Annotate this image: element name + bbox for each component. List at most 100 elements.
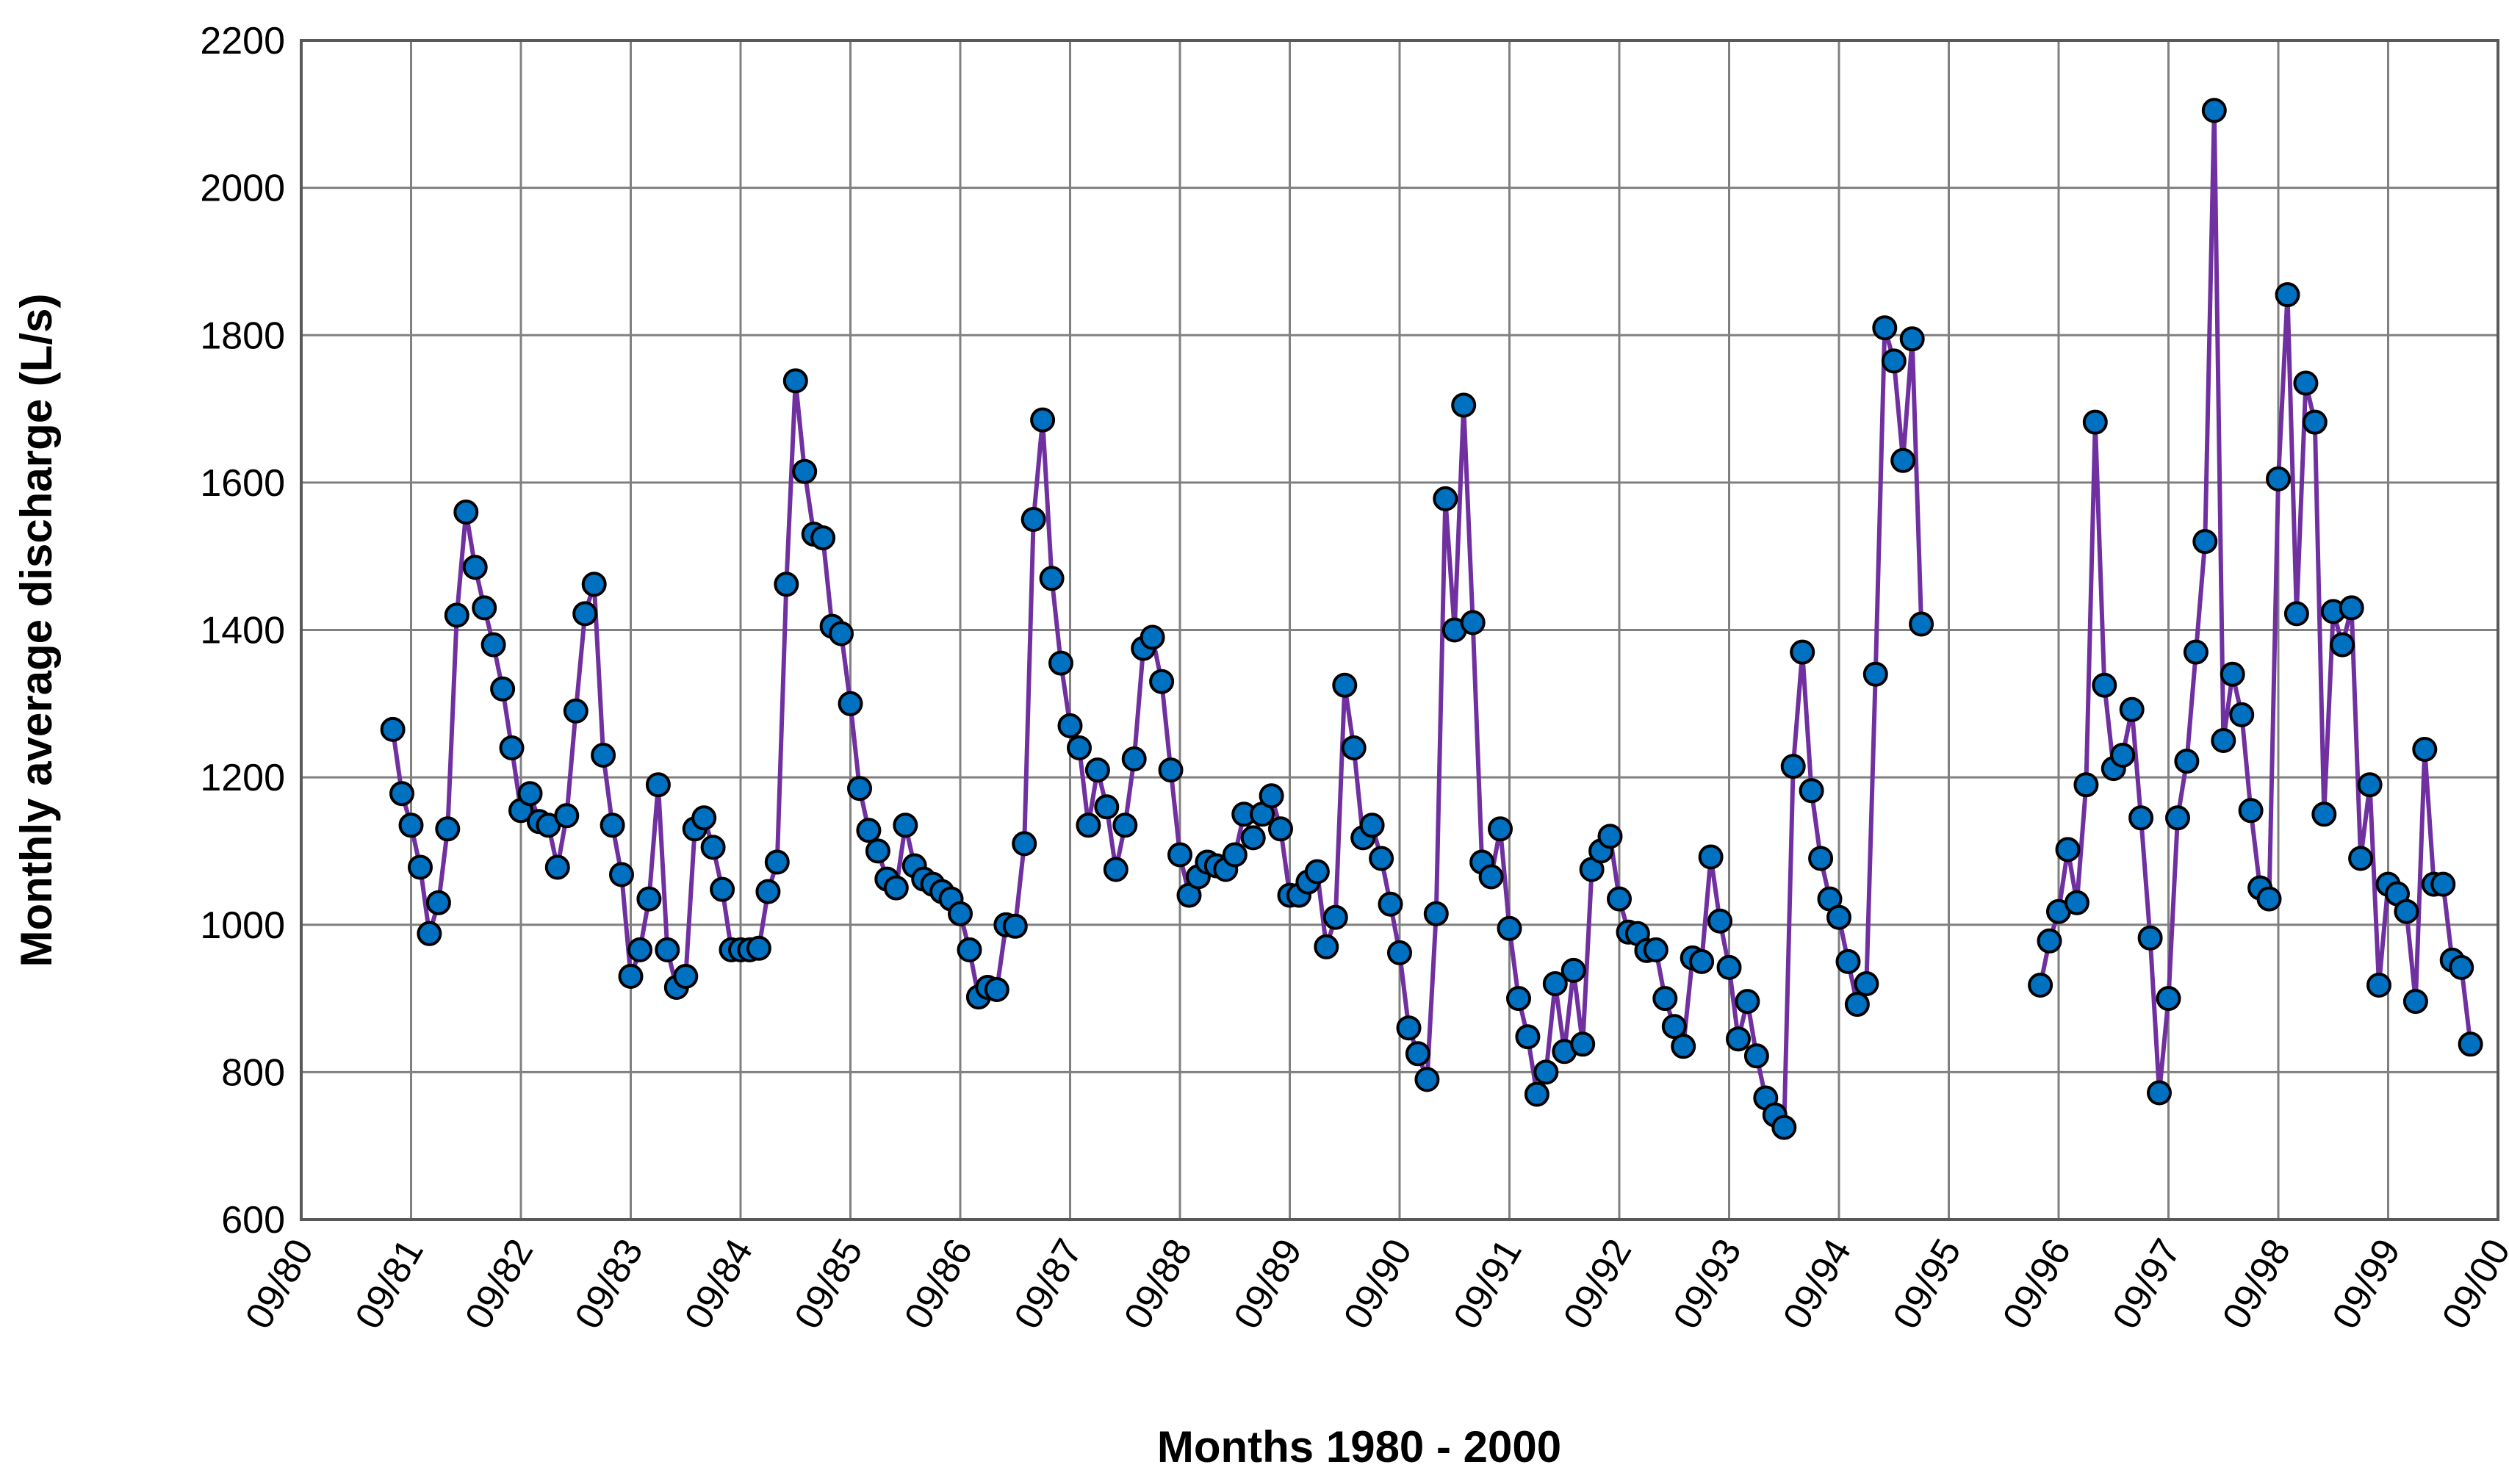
data-point: [1780, 754, 1806, 779]
data-point: [2402, 989, 2428, 1015]
plot-frame: [300, 39, 2499, 1221]
data-point: [2266, 466, 2291, 491]
data-point: [389, 781, 414, 807]
data-point: [1844, 992, 1870, 1017]
data-point: [1039, 566, 1065, 591]
data-point: [1790, 639, 1815, 665]
data-point: [572, 601, 598, 627]
data-point: [472, 595, 497, 621]
y-tick-label: 600: [221, 1199, 285, 1242]
data-point: [1012, 831, 1037, 857]
data-point: [957, 937, 982, 962]
data-point: [1808, 846, 1834, 871]
data-point: [1048, 650, 1073, 676]
data-point: [1881, 348, 1907, 374]
data-point: [2174, 749, 2200, 774]
data-point: [600, 813, 625, 838]
data-point: [1433, 486, 1458, 511]
data-point: [1268, 816, 1293, 842]
data-point: [2165, 805, 2190, 831]
data-point: [710, 876, 735, 902]
y-tick-label: 2200: [200, 20, 285, 62]
data-point: [2082, 409, 2108, 435]
data-point: [1423, 901, 1449, 926]
data-point: [1488, 816, 1513, 842]
data-point: [1909, 611, 1934, 637]
data-point: [865, 838, 890, 864]
data-point: [1735, 989, 1760, 1015]
data-point: [2220, 661, 2245, 687]
data-point: [1890, 447, 1916, 473]
data-point: [591, 743, 616, 768]
data-point: [792, 458, 818, 484]
data-point: [847, 776, 872, 802]
data-point: [1652, 986, 1678, 1012]
data-point: [1524, 1081, 1549, 1107]
data-point: [1030, 407, 1056, 433]
x-axis-title: Months 1980 - 2000: [1157, 1422, 1561, 1472]
data-point: [1533, 1059, 1559, 1085]
data-point: [1799, 778, 1824, 804]
series-markers: [380, 98, 2483, 1140]
data-point: [1872, 315, 1898, 341]
data-point: [499, 735, 525, 760]
y-tick-label: 1400: [200, 610, 285, 652]
data-point: [1002, 913, 1028, 939]
data-point: [2064, 890, 2089, 915]
data-point: [1726, 1026, 1751, 1052]
data-point: [764, 849, 790, 875]
data-point: [490, 676, 516, 702]
data-point: [517, 781, 543, 807]
data-point: [1140, 624, 1165, 650]
data-point: [829, 621, 854, 646]
data-point: [883, 875, 909, 901]
data-point: [1671, 1034, 1696, 1059]
data-point: [1067, 735, 1092, 760]
data-point: [627, 937, 652, 962]
data-point: [1716, 954, 1742, 980]
data-point: [1378, 891, 1403, 917]
data-point: [2192, 529, 2218, 555]
data-point: [444, 602, 469, 628]
data-point: [398, 813, 424, 838]
data-point: [1057, 713, 1083, 738]
data-point: [2156, 986, 2181, 1012]
data-point: [1084, 757, 1110, 783]
y-tick-label: 2000: [200, 168, 285, 210]
data-point: [893, 813, 918, 838]
y-tick-label: 1200: [200, 757, 285, 799]
data-point: [655, 937, 680, 962]
data-point: [645, 772, 671, 798]
data-point: [2330, 632, 2355, 658]
data-point: [1854, 971, 1879, 996]
data-point: [380, 716, 406, 742]
data-point: [1314, 934, 1339, 959]
data-point: [1570, 1031, 1596, 1057]
data-point: [2256, 886, 2282, 912]
data-point: [2073, 772, 2099, 798]
data-point: [1094, 794, 1120, 820]
data-point: [1899, 326, 1925, 352]
y-tick-label: 1800: [200, 314, 285, 357]
data-point: [2055, 837, 2081, 862]
data-point: [746, 935, 771, 961]
data-point: [1607, 886, 1632, 912]
data-point: [618, 964, 644, 989]
data-point: [2366, 973, 2391, 998]
data-point: [453, 500, 479, 525]
data-point: [1222, 842, 1248, 868]
data-point: [838, 691, 863, 716]
data-point: [1158, 757, 1184, 783]
data-point: [1121, 746, 1147, 771]
data-point: [554, 803, 580, 829]
data-point: [1112, 813, 1138, 838]
data-point: [2128, 805, 2154, 831]
data-point: [1304, 859, 1330, 885]
data-point: [1396, 1015, 1422, 1041]
data-point: [1369, 846, 1394, 871]
y-axis-title: Monthly average discharge (L/s): [12, 294, 61, 968]
data-point: [2311, 802, 2337, 827]
data-point: [1597, 824, 1623, 849]
data-point: [1103, 857, 1128, 882]
data-point: [1341, 735, 1367, 760]
